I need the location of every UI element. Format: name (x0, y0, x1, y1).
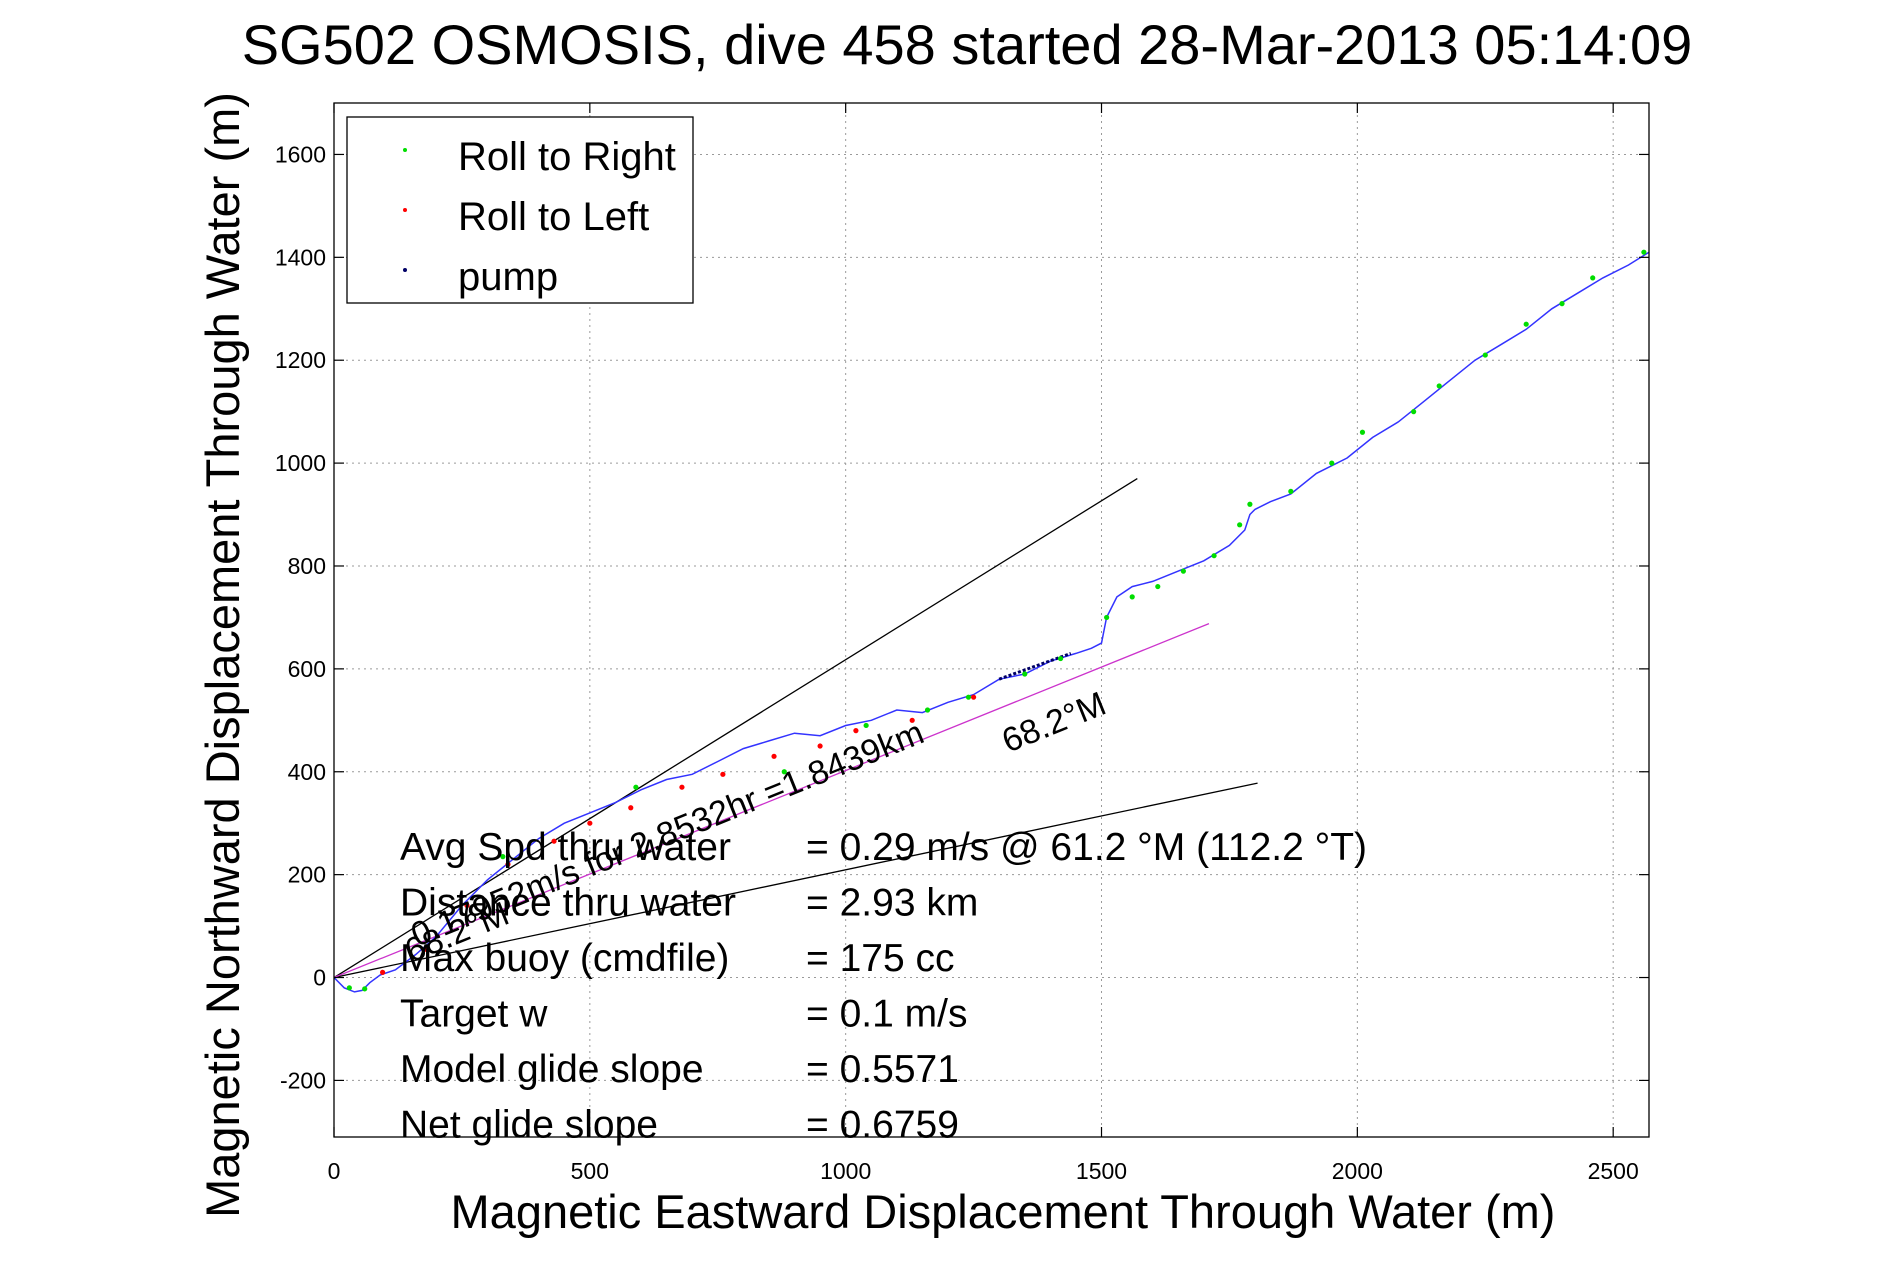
legend-marker-roll-left (403, 208, 407, 212)
roll-left-point (380, 969, 386, 975)
roll-left-point (423, 946, 429, 952)
legend-label-roll-left: Roll to Left (458, 195, 649, 239)
y-tick-labels: -200 0 200 400 600 800 1000 1200 1400 1600 (275, 141, 326, 1093)
roll-left-point (587, 820, 593, 826)
stat-label: Distance thru water (400, 882, 736, 925)
y-tick-label: 600 (288, 656, 326, 682)
roll-left-point (817, 743, 823, 749)
stat-label: Model glide slope (400, 1048, 704, 1091)
pump-segment (998, 652, 1072, 681)
stat-label: Target w (400, 993, 548, 1036)
stat-label: Avg Spd thru water (400, 826, 731, 869)
roll-right-point (1155, 583, 1161, 590)
y-tick-label: 1200 (275, 347, 326, 373)
roll-right-point (1641, 249, 1647, 255)
roll-right-point (1436, 383, 1442, 389)
y-tick-label: 1000 (275, 450, 326, 476)
roll-left-point (720, 771, 726, 777)
roll-right-point (633, 784, 639, 790)
stats-block: Avg Spd thru water = 0.29 m/s @ 61.2 °M (… (400, 826, 1367, 1147)
roll-right-point (781, 769, 787, 775)
x-tick-label: 1000 (820, 1158, 871, 1184)
y-tick-label: 800 (288, 553, 326, 579)
series-line (333, 251, 1650, 993)
roll-left-point (970, 694, 977, 700)
legend-marker-pump (403, 268, 407, 272)
roll-left-point (551, 838, 557, 844)
legend-label-pump: pump (458, 255, 558, 299)
roll-right-point (1247, 501, 1253, 507)
roll-left-point (771, 753, 777, 759)
chart-title: SG502 OSMOSIS, dive 458 started 28-Mar-2… (242, 13, 1693, 76)
roll-left-point (853, 728, 859, 734)
legend-marker-roll-right (403, 148, 407, 152)
roll-points (346, 249, 1647, 992)
roll-left-point (628, 805, 634, 811)
legend-label-roll-right: Roll to Right (458, 135, 676, 179)
roll-right-point (362, 986, 368, 992)
reference-line (333, 782, 1258, 979)
roll-right-point (965, 694, 972, 700)
series-layer (333, 251, 1650, 993)
x-tick-label: 500 (571, 1158, 609, 1184)
stat-value: = 2.93 km (806, 882, 978, 925)
roll-right-point (1288, 488, 1294, 494)
roll-right-point (1559, 301, 1565, 307)
roll-right-point (1411, 409, 1417, 415)
roll-right-point (1523, 321, 1529, 327)
roll-right-point (1329, 460, 1335, 466)
x-tick-label: 2000 (1332, 1158, 1383, 1184)
reference-line (333, 477, 1138, 979)
roll-right-point (863, 722, 869, 729)
y-axis-title: Magnetic Northward Displacement Through … (196, 92, 249, 1218)
y-tick-label: 0 (313, 965, 326, 991)
ticks (333, 103, 1649, 1137)
legend: Roll to Right Roll to Left pump (346, 116, 694, 304)
stat-value: = 0.5571 (806, 1048, 959, 1091)
y-tick-label: 1600 (275, 141, 326, 167)
y-tick-label: 200 (288, 862, 326, 888)
roll-right-point (1482, 352, 1488, 358)
y-tick-label: 400 (288, 759, 326, 785)
x-axis-title: Magnetic Eastward Displacement Through W… (451, 1185, 1556, 1238)
stat-value: = 0.29 m/s @ 61.2 °M (112.2 °T) (806, 826, 1367, 869)
roll-right-point (1129, 594, 1135, 600)
roll-left-point (464, 902, 470, 909)
x-tick-labels: 0 500 1000 1500 2000 2500 (328, 1158, 1639, 1184)
stat-label: Net glide slope (400, 1104, 658, 1147)
y-tick-label: 1400 (275, 244, 326, 270)
x-tick-label: 2500 (1588, 1158, 1639, 1184)
reference-lines (333, 477, 1258, 979)
roll-right-point (1237, 522, 1243, 528)
reference-line (333, 622, 1210, 979)
stat-value: = 0.6759 (806, 1104, 959, 1147)
x-tick-label: 1500 (1076, 1158, 1127, 1184)
stat-value: = 0.1 m/s (806, 993, 967, 1036)
plot-frame (333, 102, 1650, 1138)
x-tick-label: 0 (328, 1158, 341, 1184)
stat-value: = 175 cc (806, 937, 955, 980)
stat-label: Max buoy (cmdfile) (400, 937, 729, 980)
roll-left-point (679, 784, 685, 790)
y-tick-label: -200 (280, 1067, 326, 1093)
roll-right-point (346, 985, 352, 991)
roll-right-point (1022, 671, 1028, 677)
roll-right-point (500, 854, 506, 860)
roll-right-point (1104, 614, 1110, 621)
roll-left-point (909, 717, 915, 723)
roll-right-point (1180, 568, 1186, 574)
roll-right-point (1590, 275, 1596, 281)
roll-right-point (1057, 655, 1064, 662)
roll-right-point (924, 707, 931, 713)
roll-right-point (1211, 553, 1217, 559)
roll-left-point (505, 861, 511, 867)
roll-right-point (1359, 429, 1366, 435)
